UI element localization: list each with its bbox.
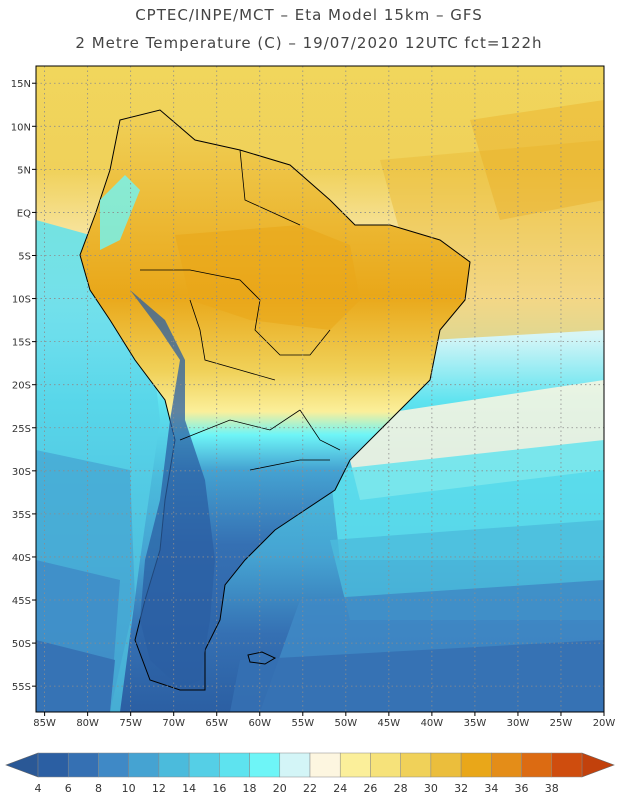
colorbar-label: 26 xyxy=(363,782,377,795)
map-subtitle: 2 Metre Temperature (C) – 19/07/2020 12U… xyxy=(75,34,543,52)
lon-label: 20W xyxy=(593,718,616,729)
lat-label: 25S xyxy=(12,424,31,435)
longitude-axis: 85W 80W 75W 70W 65W 60W 55W 50W 45W 40W 35W 30W 25W 2… xyxy=(33,712,615,729)
lon-label: 55W xyxy=(291,718,314,729)
lat-label: 30S xyxy=(12,467,31,478)
colorbar-swatch xyxy=(158,752,190,778)
colorbar-swatch xyxy=(37,752,69,778)
lat-label: 35S xyxy=(12,510,31,521)
lat-label: 5N xyxy=(17,165,31,176)
lat-label: 15S xyxy=(12,338,31,349)
colorbar-label: 28 xyxy=(394,782,408,795)
colorbar-label: 18 xyxy=(243,782,257,795)
map-canvas: 15N 10N 5N EQ 5S 10S 15S 20S 25S 30S 35S 40S 45S 50S 5… xyxy=(11,65,615,729)
lat-label: 10S xyxy=(12,295,31,306)
colorbar-label: 16 xyxy=(212,782,226,795)
colorbar-swatch xyxy=(67,752,99,778)
lon-label: 25W xyxy=(550,718,573,729)
lat-label: 55S xyxy=(12,682,31,693)
colorbar-swatch xyxy=(491,752,522,778)
colorbar: 4 6 8 10 12 14 16 18 20 22 24 26 28 30 32 34 36 38 xyxy=(5,752,615,795)
colorbar-swatch xyxy=(339,752,371,778)
lon-label: 35W xyxy=(464,718,487,729)
lon-label: 85W xyxy=(33,718,56,729)
colorbar-swatch xyxy=(370,752,401,778)
graticule xyxy=(36,66,605,712)
lon-label: 80W xyxy=(76,718,99,729)
colorbar-swatch xyxy=(219,752,250,778)
colorbar-label: 24 xyxy=(333,782,347,795)
lon-label: 75W xyxy=(119,718,142,729)
colorbar-label: 6 xyxy=(65,782,72,795)
lat-label: 5S xyxy=(18,251,31,262)
colorbar-label: 10 xyxy=(122,782,136,795)
colorbar-swatch xyxy=(279,752,311,778)
colorbar-label: 34 xyxy=(484,782,498,795)
lat-label: 20S xyxy=(12,381,31,392)
colorbar-label: 20 xyxy=(273,782,287,795)
latitude-axis: 15N 10N 5N EQ 5S 10S 15S 20S 25S 30S 35S 40S 45S 50S 5… xyxy=(11,79,36,693)
lon-label: 60W xyxy=(248,718,271,729)
colorbar-under-arrow xyxy=(5,752,39,778)
colorbar-label: 22 xyxy=(303,782,317,795)
colorbar-swatch xyxy=(309,752,341,778)
lat-label: 15N xyxy=(11,79,31,90)
colorbar-swatch xyxy=(128,752,160,778)
lat-label: 50S xyxy=(12,639,31,650)
colorbar-swatch xyxy=(188,752,220,778)
colorbar-swatch xyxy=(551,752,583,778)
lon-label: 70W xyxy=(162,718,185,729)
colorbar-over-arrow xyxy=(581,752,615,778)
lon-label: 30W xyxy=(507,718,530,729)
lat-label: 40S xyxy=(12,553,31,564)
lat-label: 10N xyxy=(11,122,31,133)
colorbar-label: 32 xyxy=(454,782,468,795)
temperature-field xyxy=(36,66,604,712)
colorbar-label: 12 xyxy=(152,782,166,795)
lat-label: 45S xyxy=(12,596,31,607)
lon-label: 65W xyxy=(205,718,228,729)
colorbar-swatch xyxy=(98,752,129,778)
colorbar-label: 4 xyxy=(35,782,42,795)
colorbar-swatch xyxy=(430,752,462,778)
colorbar-label: 36 xyxy=(515,782,529,795)
lon-label: 40W xyxy=(421,718,444,729)
colorbar-swatch xyxy=(400,752,432,778)
lat-label: EQ xyxy=(17,208,31,219)
map-frame xyxy=(35,65,605,713)
colorbar-label: 30 xyxy=(424,782,438,795)
colorbar-swatch xyxy=(460,752,492,778)
colorbar-label: 14 xyxy=(182,782,196,795)
colorbar-label: 8 xyxy=(95,782,102,795)
lon-label: 50W xyxy=(335,718,358,729)
map-title: CPTEC/INPE/MCT – Eta Model 15km – GFS xyxy=(135,6,483,24)
colorbar-swatch xyxy=(249,752,281,778)
lon-label: 45W xyxy=(378,718,401,729)
colorbar-swatch xyxy=(521,752,553,778)
colorbar-label: 38 xyxy=(545,782,559,795)
